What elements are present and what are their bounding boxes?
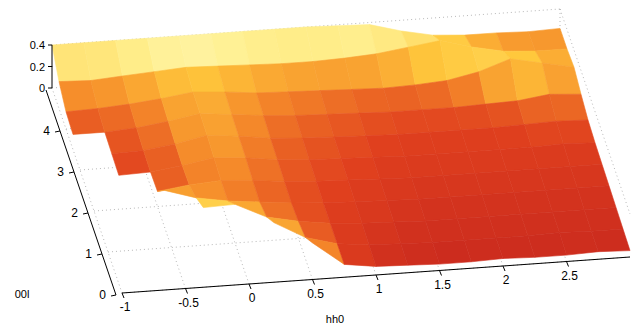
z-tick (48, 88, 52, 89)
surface-cell (563, 143, 602, 167)
chart: -1 -0.5 0 0.5 1 1.5 2 2.5 0 1 2 3 4 0 0.2 0.4 hh0 00l (0, 0, 643, 328)
y-tick-label: 3 (57, 165, 64, 179)
x-tick-label: 0.5 (307, 287, 324, 301)
x-tick (313, 280, 315, 285)
x-tick-label: 2 (503, 273, 510, 287)
x-axis-label: hh0 (326, 313, 344, 325)
x-tick-label: -1 (120, 300, 131, 314)
z-tick (48, 66, 52, 67)
y-tick (83, 213, 88, 214)
surface-cell (196, 198, 235, 208)
x-tick (503, 266, 505, 271)
surface-cell (584, 207, 623, 231)
x-tick-label: 0 (249, 291, 256, 305)
y-tick-label: 1 (85, 247, 92, 261)
axes: -1 -0.5 0 0.5 1 1.5 2 2.5 0 1 2 3 4 0 0.2 0.4 hh0 00l (15, 39, 630, 325)
surface-cell (549, 94, 588, 121)
y-axis-label: 00l (15, 288, 30, 300)
y-axis-line (46, 90, 116, 295)
y-tick (69, 172, 74, 173)
z-tick-label: 0 (39, 82, 45, 94)
y-tick-label: 0 (99, 288, 106, 302)
y-tick (111, 295, 116, 296)
surface-cell (306, 238, 345, 265)
z-tick-label: 0.2 (30, 61, 45, 73)
x-tick-label: 1.5 (434, 278, 451, 292)
x-tick (376, 275, 378, 280)
x-tick-label: 1 (376, 282, 383, 296)
x-tick (249, 284, 251, 289)
x-tick (122, 293, 124, 298)
surface-cell (577, 186, 616, 210)
x-tick-label: -0.5 (178, 296, 199, 310)
z-tick-label: 0.4 (30, 39, 45, 51)
y-tick-label: 2 (71, 206, 78, 220)
surface (52, 25, 630, 267)
grid (52, 9, 630, 293)
x-tick-label: 2.5 (561, 269, 578, 283)
surface-cell (570, 164, 609, 188)
y-tick-label: 4 (43, 124, 50, 138)
surface-cell (591, 229, 630, 252)
surface-cell (267, 217, 306, 237)
surface-cell (542, 63, 581, 94)
z-tick (48, 45, 52, 46)
surface-cell (556, 120, 595, 144)
x-tick (440, 271, 442, 276)
y-tick (97, 254, 102, 255)
x-tick (567, 262, 569, 267)
x-tick (186, 289, 188, 294)
surface-cell (528, 28, 567, 51)
y-tick (55, 131, 60, 132)
